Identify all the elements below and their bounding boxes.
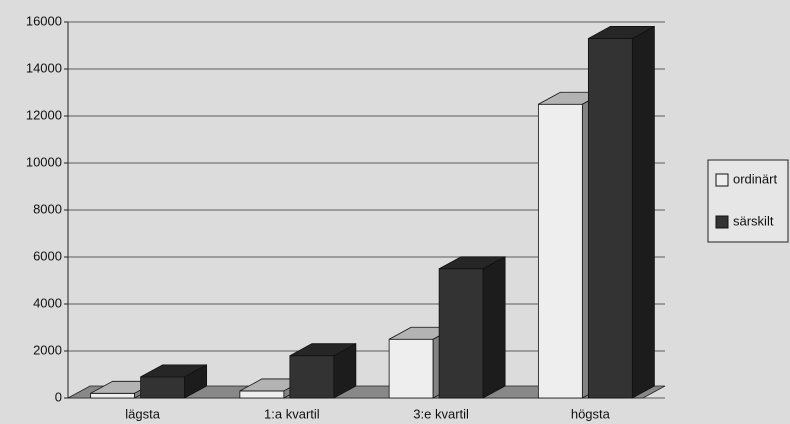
- x-tick-label: högsta: [571, 406, 611, 421]
- x-tick-label: 1:a kvartil: [264, 406, 320, 421]
- y-tick-label: 12000: [26, 107, 62, 122]
- bar: [239, 390, 285, 399]
- bar: [289, 355, 335, 399]
- bar-side: [482, 256, 506, 399]
- bar: [140, 376, 186, 399]
- x-tick-label: lägsta: [125, 406, 160, 421]
- legend-swatch: [715, 215, 729, 229]
- bar: [438, 268, 484, 399]
- legend-swatch: [715, 173, 729, 187]
- bar-side: [333, 343, 357, 399]
- bar: [388, 338, 434, 399]
- y-tick-label: 16000: [26, 13, 62, 28]
- legend-label: ordinärt: [733, 171, 777, 186]
- y-tick-label: 6000: [33, 248, 62, 263]
- bar: [90, 392, 136, 399]
- bar: [537, 103, 583, 399]
- y-tick-label: 8000: [33, 201, 62, 216]
- y-tick-label: 0: [55, 389, 62, 404]
- y-tick-label: 2000: [33, 342, 62, 357]
- y-tick-label: 10000: [26, 154, 62, 169]
- y-tick-label: 14000: [26, 60, 62, 75]
- legend-label: särskilt: [733, 213, 774, 228]
- bar-side: [184, 364, 208, 399]
- bar: [587, 38, 633, 399]
- bar-side: [631, 25, 655, 399]
- y-tick-label: 4000: [33, 295, 62, 310]
- x-tick-label: 3:e kvartil: [413, 406, 469, 421]
